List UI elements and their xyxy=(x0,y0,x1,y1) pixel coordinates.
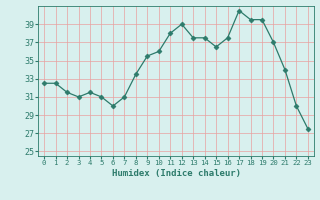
X-axis label: Humidex (Indice chaleur): Humidex (Indice chaleur) xyxy=(111,169,241,178)
